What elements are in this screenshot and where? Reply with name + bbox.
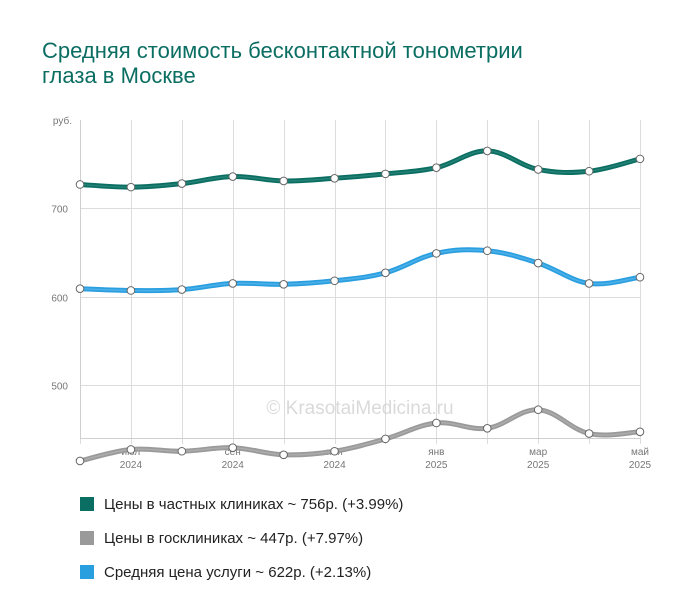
x-tick-month: янв: [428, 447, 444, 458]
data-point: [279, 176, 288, 186]
data-point: [177, 285, 187, 294]
series-line-highlight-2: [79, 249, 641, 292]
y-axis-unit: руб.: [53, 115, 72, 127]
data-point: [75, 284, 85, 294]
legend-item-public[interactable]: Цены в госклиниках ~ 447р. (+7.97%): [80, 521, 403, 555]
legend-item-average[interactable]: Средняя цена услуги ~ 622р. (+2.13%): [80, 555, 403, 589]
data-point: [635, 154, 645, 164]
series-line-highlight-1: [79, 408, 641, 462]
data-point: [432, 163, 441, 172]
legend-swatch-average: [80, 565, 94, 579]
data-point: [75, 180, 85, 189]
data-point: [228, 172, 238, 181]
legend-label-private: Цены в частных клиниках ~ 756р. (+3.99%): [104, 495, 404, 513]
series-line-0: [77, 148, 643, 190]
watermark: © KrasotaiMedicina.ru: [266, 398, 453, 419]
data-point: [177, 179, 187, 188]
data-point: [635, 427, 645, 437]
data-point: [533, 258, 543, 268]
chart-title: Средняя стоимость бесконтактной тонометр…: [42, 38, 523, 88]
data-point: [482, 423, 492, 433]
data-point: [432, 418, 441, 428]
data-point: [482, 146, 492, 156]
data-point: [126, 286, 136, 295]
data-point: [584, 166, 594, 176]
data-point: [635, 272, 645, 282]
legend-swatch-private: [80, 497, 94, 511]
data-point: [330, 276, 339, 286]
gridlines: [80, 120, 641, 444]
data-point: [126, 182, 136, 192]
data-point: [584, 279, 594, 288]
y-tick-label: 500: [51, 382, 68, 393]
data-point: [126, 445, 136, 454]
data-point: [330, 446, 339, 456]
data-point: [432, 249, 441, 258]
legend-label-public: Цены в госклиниках ~ 447р. (+7.97%): [104, 529, 364, 547]
legend-item-private[interactable]: Цены в частных клиниках ~ 756р. (+3.99%): [80, 487, 403, 521]
data-point: [330, 174, 339, 183]
x-tick-month: май: [631, 447, 649, 458]
data-point: [381, 169, 390, 179]
line-chart: 500600700руб.июл2024сен2024ноя2024янв202…: [51, 115, 651, 471]
data-point: [584, 429, 594, 438]
data-point: [381, 268, 390, 278]
data-point: [533, 165, 543, 174]
y-tick-label: 700: [51, 205, 68, 216]
y-tick-label: 600: [51, 294, 68, 305]
data-point: [533, 405, 543, 415]
x-tick-year: 2025: [629, 460, 652, 471]
x-tick-month: сен: [225, 447, 241, 458]
legend-label-average: Средняя цена услуги ~ 622р. (+2.13%): [104, 563, 372, 581]
x-tick-year: 2024: [323, 460, 346, 471]
series-line-highlight-0: [79, 150, 641, 188]
data-point: [279, 280, 288, 289]
legend: Цены в частных клиниках ~ 756р. (+3.99%)…: [80, 487, 403, 589]
data-point: [482, 246, 492, 256]
x-tick-month: мар: [529, 447, 547, 458]
series-lines: [77, 148, 643, 464]
x-tick-year: 2025: [527, 460, 550, 471]
data-point: [381, 434, 390, 444]
data-point: [75, 456, 85, 466]
axis-labels: 500600700руб.июл2024сен2024ноя2024янв202…: [51, 115, 651, 471]
x-tick-year: 2024: [222, 460, 245, 471]
series-points: [75, 146, 645, 466]
x-tick-year: 2025: [425, 460, 448, 471]
data-point: [228, 279, 238, 288]
x-tick-year: 2024: [120, 460, 143, 471]
data-point: [177, 446, 187, 456]
data-point: [279, 450, 288, 460]
data-point: [228, 443, 238, 453]
legend-swatch-public: [80, 531, 94, 545]
